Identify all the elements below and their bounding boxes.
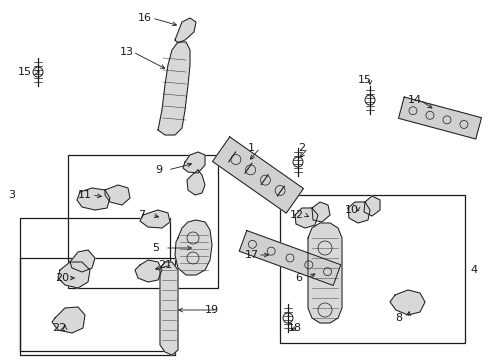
Text: 9: 9 <box>155 165 162 175</box>
Text: 1: 1 <box>247 143 254 153</box>
Text: 12: 12 <box>289 210 304 220</box>
Text: 7: 7 <box>138 210 145 220</box>
Polygon shape <box>77 188 110 210</box>
Polygon shape <box>186 170 204 195</box>
Polygon shape <box>140 210 170 228</box>
Bar <box>68 155 218 288</box>
Text: 15: 15 <box>18 67 32 77</box>
Polygon shape <box>52 307 85 333</box>
Text: 4: 4 <box>469 265 476 275</box>
Polygon shape <box>183 152 204 173</box>
Bar <box>20 258 175 355</box>
Polygon shape <box>239 230 340 285</box>
Text: 19: 19 <box>204 305 219 315</box>
Text: 17: 17 <box>244 250 259 260</box>
Text: 22: 22 <box>52 323 66 333</box>
Polygon shape <box>307 223 341 323</box>
Text: 8: 8 <box>394 313 401 323</box>
Polygon shape <box>105 185 130 205</box>
Polygon shape <box>363 196 379 216</box>
Polygon shape <box>389 290 424 315</box>
Polygon shape <box>135 260 162 282</box>
Text: 5: 5 <box>152 243 159 253</box>
Polygon shape <box>311 202 329 222</box>
Text: 10: 10 <box>345 205 358 215</box>
Polygon shape <box>175 18 196 43</box>
Bar <box>280 195 464 343</box>
Text: 21: 21 <box>158 260 172 270</box>
Bar <box>20 218 170 351</box>
Text: 3: 3 <box>8 190 15 200</box>
Text: 6: 6 <box>294 273 302 283</box>
Polygon shape <box>294 208 317 228</box>
Polygon shape <box>158 42 190 135</box>
Polygon shape <box>160 262 178 355</box>
Polygon shape <box>175 220 212 275</box>
Text: 20: 20 <box>55 273 69 283</box>
Polygon shape <box>347 202 369 223</box>
Polygon shape <box>212 137 303 213</box>
Polygon shape <box>398 97 481 139</box>
Text: 18: 18 <box>287 323 302 333</box>
Text: 2: 2 <box>297 143 305 153</box>
Text: 13: 13 <box>120 47 134 57</box>
Text: 16: 16 <box>138 13 152 23</box>
Polygon shape <box>70 250 95 272</box>
Polygon shape <box>58 262 90 288</box>
Text: 15: 15 <box>357 75 371 85</box>
Text: 11: 11 <box>78 190 92 200</box>
Text: 14: 14 <box>407 95 421 105</box>
